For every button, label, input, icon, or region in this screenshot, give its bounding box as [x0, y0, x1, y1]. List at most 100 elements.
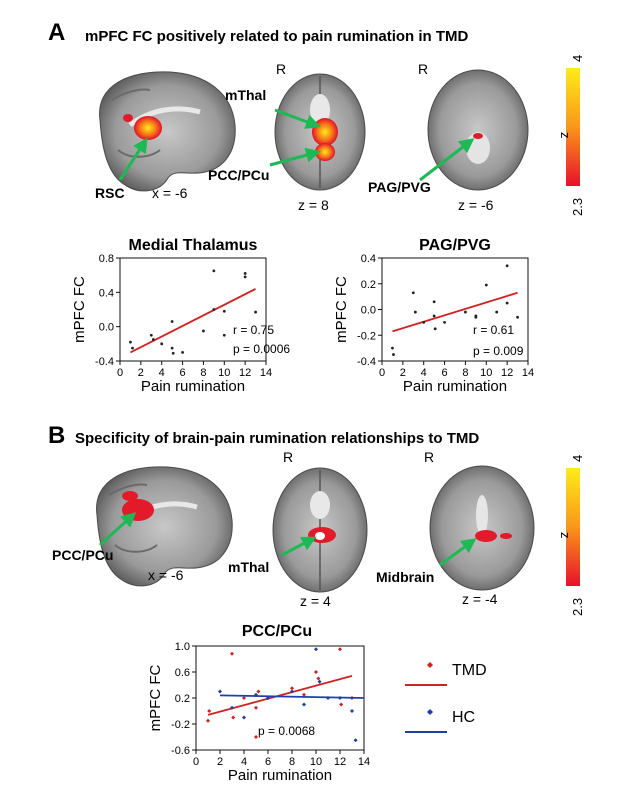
panel-a-colorbar-max: 4: [570, 55, 585, 62]
y-tick-label: -0.4: [95, 356, 114, 368]
data-point: [505, 301, 509, 305]
data-point: [202, 329, 205, 333]
panel-a-title: mPFC FC positively related to pain rumin…: [85, 28, 469, 45]
panel-b-axial1-coord: z = 4: [300, 593, 331, 609]
panel-b-colorbar-min: 2.3: [570, 598, 585, 616]
data-point: [256, 689, 261, 694]
rsc-label: RSC: [95, 185, 125, 201]
panel-a-sagittal-coord: x = -6: [152, 185, 188, 201]
y-tick-label: -0.6: [171, 745, 190, 757]
panel-a-axial1-coord: z = 8: [298, 197, 329, 213]
x-tick-label: 8: [462, 367, 468, 379]
y-axis-label: mPFC FC: [333, 276, 350, 343]
data-point: [160, 342, 164, 346]
data-point: [413, 310, 417, 314]
data-point: [222, 333, 226, 337]
data-point: [516, 315, 519, 319]
x-tick-label: 8: [200, 367, 206, 379]
data-point: [350, 709, 354, 713]
data-point: [338, 647, 342, 652]
x-tick-label: 10: [480, 367, 492, 379]
data-point: [254, 692, 258, 697]
panel-b-colorbar: [566, 468, 580, 586]
pag-label: PAG/PVG: [368, 179, 431, 195]
legend-label: HC: [452, 709, 475, 726]
panel-b-letter: B: [48, 422, 65, 449]
y-tick-label: -0.2: [357, 330, 376, 342]
data-point: [170, 346, 174, 350]
mthal-label: mThal: [225, 87, 266, 103]
stat-annotation: r = 0.75: [233, 323, 274, 337]
x-tick-label: 14: [358, 756, 370, 768]
data-point: [339, 702, 344, 707]
data-point: [170, 320, 174, 323]
legend-marker: [427, 662, 433, 668]
pcc-pcu-chart: PCC/PCu 0 2 4 6 8 10 12 14 -0.6 -0.2 0.2 0.6 1.0 Pain …: [147, 623, 370, 784]
data-point: [316, 676, 321, 681]
panel-a-r-label-2: R: [418, 61, 428, 77]
data-point: [484, 283, 488, 287]
pag-arrow: [419, 138, 475, 182]
b-mthal-arrow: [281, 536, 317, 557]
y-tick-label: 0.4: [361, 253, 376, 265]
panel-a-colorbar: [566, 68, 580, 186]
data-point: [353, 738, 358, 743]
data-point: [212, 269, 216, 273]
data-point: [254, 310, 257, 314]
data-point: [212, 308, 216, 311]
data-point: [326, 696, 330, 700]
data-point: [290, 686, 294, 691]
y-tick-label: 0.0: [361, 305, 376, 317]
y-axis-label: mPFC FC: [71, 276, 88, 343]
x-tick-label: 0: [117, 367, 123, 379]
data-point: [243, 272, 247, 275]
data-point: [290, 689, 294, 694]
panel-a-colorbar-min: 2.3: [570, 198, 585, 216]
data-point: [151, 338, 155, 341]
x-tick-label: 2: [138, 367, 144, 379]
panel-b-axial-brain-1: [272, 467, 368, 593]
panel-a-colorbar-label: z: [558, 132, 573, 139]
data-point: [230, 705, 234, 710]
b-pcc-label: PCC/PCu: [52, 547, 113, 563]
x-tick-label: 12: [334, 756, 346, 768]
panel-a-letter: A: [48, 19, 65, 46]
data-point: [432, 314, 436, 318]
data-point: [505, 264, 509, 268]
data-point: [411, 291, 415, 295]
medial-thalamus-chart: Medial Thalamus 0 2 4 6 8 10 12 14 -0.4 0.0 0.4 0.8 P…: [71, 237, 290, 395]
data-point: [317, 679, 322, 684]
stat-annotation: p = 0.0068: [258, 724, 315, 738]
x-tick-label: 10: [218, 367, 230, 379]
panel-b-r-label-2: R: [424, 449, 434, 465]
y-tick-label: 0.4: [99, 287, 114, 299]
chart-title: Medial Thalamus: [129, 237, 258, 254]
data-point: [392, 353, 395, 356]
y-axis-label: mPFC FC: [147, 665, 164, 732]
x-tick-label: 14: [260, 367, 272, 379]
panel-b-r-label-1: R: [283, 449, 293, 465]
data-point: [495, 310, 499, 314]
y-tick-label: 0.6: [175, 667, 190, 679]
chart-title: PCC/PCu: [242, 623, 312, 640]
y-tick-label: 0.2: [361, 279, 376, 291]
data-point: [230, 651, 234, 656]
x-tick-label: 6: [265, 756, 271, 768]
data-point: [391, 346, 394, 350]
data-point: [242, 696, 246, 700]
b-mthal-label: mThal: [228, 559, 269, 575]
y-tick-label: 1.0: [175, 641, 190, 653]
x-axis-label: Pain rumination: [403, 378, 507, 395]
data-point: [243, 275, 247, 279]
pcc-label: PCC/PCu: [208, 167, 269, 183]
data-point: [231, 715, 236, 720]
panel-b-title: Specificity of brain-pain rumination rel…: [75, 430, 479, 447]
rsc-arrow: [118, 137, 148, 181]
x-tick-label: 0: [193, 756, 199, 768]
pcc-arrow: [269, 147, 321, 167]
panel-b-axial-brain-2: [429, 465, 535, 591]
x-tick-label: 6: [180, 367, 186, 379]
x-tick-label: 12: [239, 367, 251, 379]
panel-a-axial-brain-2: [427, 69, 529, 191]
data-point: [218, 689, 222, 694]
